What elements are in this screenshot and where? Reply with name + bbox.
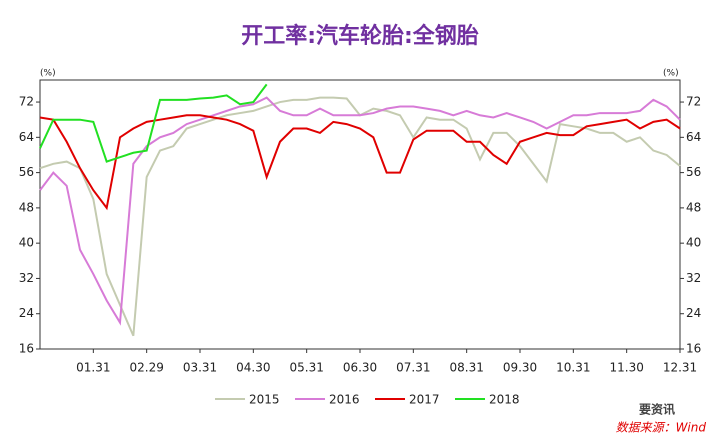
- x-tick-label: 04.30: [236, 361, 270, 375]
- y-tick-label: 72: [19, 95, 34, 109]
- chart-title: 开工率:汽车轮胎:全钢胎: [241, 23, 479, 49]
- legend-label: 2016: [329, 393, 360, 407]
- y2-tick-label: 16: [686, 342, 701, 356]
- y-tick-label: 24: [19, 306, 34, 320]
- x-tick-label: 12.31: [663, 361, 697, 375]
- y2-tick-label: 48: [686, 200, 701, 214]
- x-tick-label: 02.29: [129, 361, 163, 375]
- x-tick-label: 09.30: [503, 361, 537, 375]
- y-axis-unit: (%): [40, 69, 56, 79]
- y-tick-label: 40: [19, 236, 34, 250]
- y2-tick-label: 56: [686, 165, 701, 179]
- y2-tick-label: 24: [686, 306, 701, 320]
- y-tick-label: 48: [19, 200, 34, 214]
- y2-tick-label: 64: [686, 130, 701, 144]
- y-tick-label: 16: [19, 342, 34, 356]
- y-tick-label: 56: [19, 165, 34, 179]
- x-tick-label: 11.30: [609, 361, 643, 375]
- y2-tick-label: 72: [686, 95, 701, 109]
- series-line: [39, 83, 268, 163]
- x-tick-label: 03.31: [183, 361, 217, 375]
- legend-label: 2017: [409, 393, 440, 407]
- legend-label: 2015: [249, 393, 280, 407]
- legend-label: 2018: [489, 393, 520, 407]
- watermark: 要资讯: [639, 402, 675, 417]
- y2-tick-label: 40: [686, 236, 701, 250]
- y2-axis-unit: (%): [663, 69, 679, 79]
- y-tick-label: 64: [19, 130, 34, 144]
- series-line: [39, 114, 681, 211]
- y-tick-label: 32: [19, 271, 34, 285]
- source: 数据来源：Wind: [616, 421, 707, 435]
- series-line: [39, 96, 681, 326]
- x-tick-label: 07.31: [396, 361, 430, 375]
- x-tick-label: 01.31: [76, 361, 110, 375]
- x-tick-label: 10.31: [556, 361, 590, 375]
- y2-tick-label: 32: [686, 271, 701, 285]
- x-tick-label: 05.31: [289, 361, 323, 375]
- x-tick-label: 06.30: [343, 361, 377, 375]
- x-tick-label: 08.31: [449, 361, 483, 375]
